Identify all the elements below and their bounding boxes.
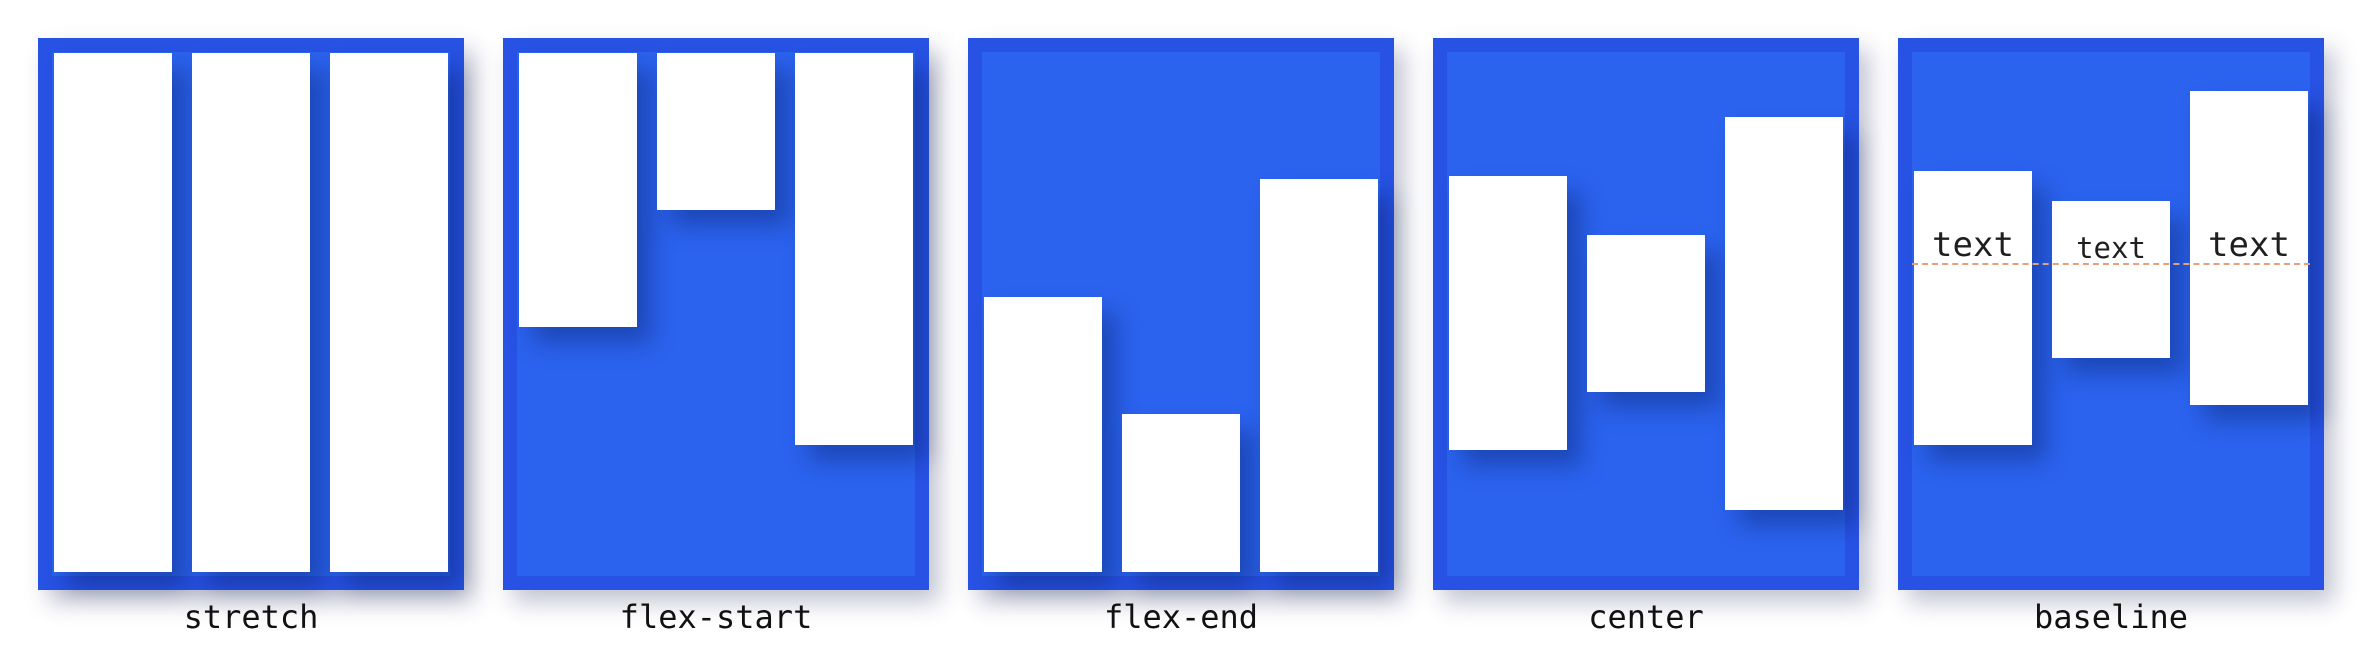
flex-item-3 (795, 53, 913, 445)
flex-item-2 (657, 53, 775, 210)
flex-item-1 (1449, 176, 1567, 450)
flex-item-2 (1587, 235, 1705, 392)
flex-item-3: text (2190, 91, 2308, 405)
flex-item-1 (984, 297, 1102, 572)
flex-item-3 (330, 53, 448, 572)
flex-item-3 (1725, 117, 1843, 510)
flex-item-1: text (1914, 171, 2032, 445)
flex-item-1 (54, 53, 172, 572)
panel-flex-start (503, 38, 929, 590)
panel-center (1433, 38, 1859, 590)
flex-item-2: text (2052, 201, 2170, 358)
caption-baseline: baseline (2033, 598, 2189, 636)
item-text: text (2208, 225, 2290, 265)
caption-center: center (1588, 598, 1704, 636)
flex-item-2 (192, 53, 310, 572)
item-text: text (1932, 225, 2014, 265)
panel-baseline: text text text (1898, 38, 2324, 590)
item-text: text (2076, 231, 2146, 265)
baseline-guide-line (1912, 263, 2310, 265)
panel-flex-end (968, 38, 1394, 590)
caption-stretch: stretch (183, 598, 319, 636)
flex-item-1 (519, 53, 637, 327)
flex-item-3 (1260, 179, 1378, 572)
panel-stretch (38, 38, 464, 590)
caption-flex-end: flex-end (1103, 598, 1259, 636)
caption-flex-start: flex-start (619, 598, 813, 636)
flex-item-2 (1122, 414, 1240, 572)
